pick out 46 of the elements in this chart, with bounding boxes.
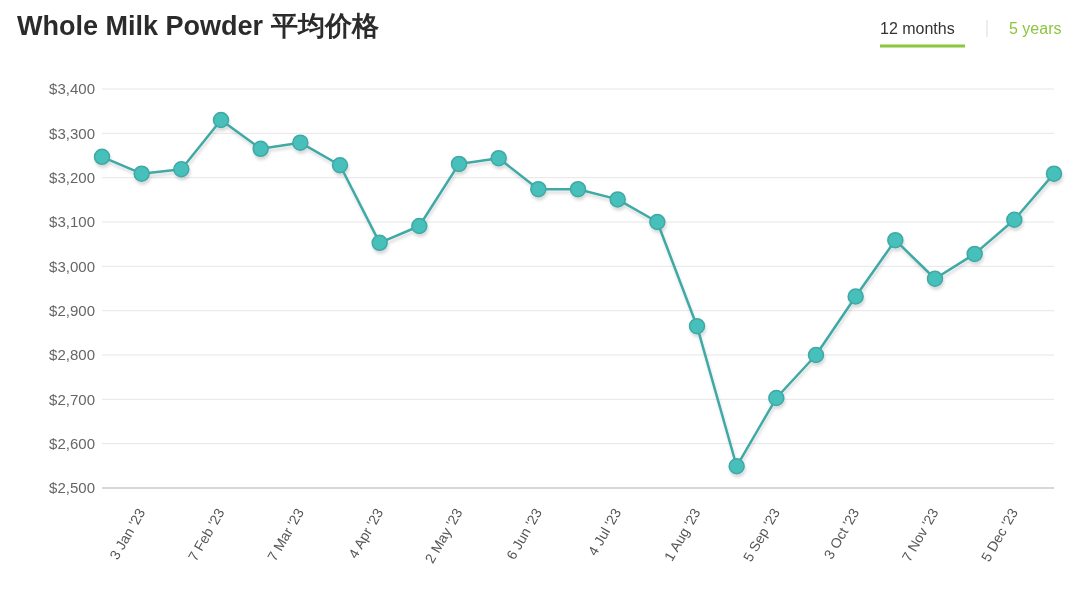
point [331, 157, 349, 174]
point [530, 180, 547, 198]
x-tick-label: 6 Jun '23 [502, 505, 546, 563]
point [173, 160, 190, 178]
point [133, 165, 150, 182]
point [490, 149, 507, 167]
point [371, 234, 388, 252]
y-tick-label: $2,700 [49, 390, 95, 408]
point [450, 155, 468, 173]
point [292, 134, 309, 151]
x-tick-label: 4 Apr '23 [344, 505, 387, 561]
x-tick-label: 3 Oct '23 [820, 505, 863, 562]
point [212, 111, 230, 129]
point [966, 245, 983, 263]
x-tick-label: 4 Jul '23 [584, 505, 625, 559]
point [252, 140, 269, 158]
y-tick-label: $3,100 [49, 213, 95, 231]
y-tick-label: $3,000 [49, 257, 95, 275]
point [728, 458, 745, 475]
point [688, 317, 706, 335]
y-tick-label: $3,200 [49, 168, 95, 186]
point [926, 270, 944, 287]
point [847, 288, 864, 305]
x-tick-label: 3 Jan '23 [106, 505, 149, 563]
point [609, 191, 626, 208]
point [93, 148, 111, 166]
x-tick-label: 7 Feb '23 [184, 505, 228, 564]
text: 12 months [880, 20, 955, 37]
x-tick-label: 7 Mar '23 [264, 505, 308, 564]
y-tick-label: $3,300 [49, 124, 95, 142]
point [649, 213, 666, 231]
point [807, 346, 825, 364]
point [887, 231, 904, 249]
y-tick-label: $2,500 [49, 479, 95, 497]
point [1006, 211, 1023, 229]
chart-title: Whole Milk Powder 平均价格 [17, 11, 379, 41]
x-tick-label: 5 Sep '23 [739, 505, 784, 565]
text: 5 years [1009, 20, 1062, 37]
point [411, 217, 428, 235]
y-tick-label: $2,900 [49, 301, 95, 319]
point [1045, 165, 1063, 182]
y-tick-label: $2,600 [49, 434, 95, 452]
y-tick-label: $3,400 [49, 80, 95, 98]
point [768, 389, 785, 407]
point [569, 180, 587, 198]
y-tick-label: $2,800 [49, 346, 95, 364]
